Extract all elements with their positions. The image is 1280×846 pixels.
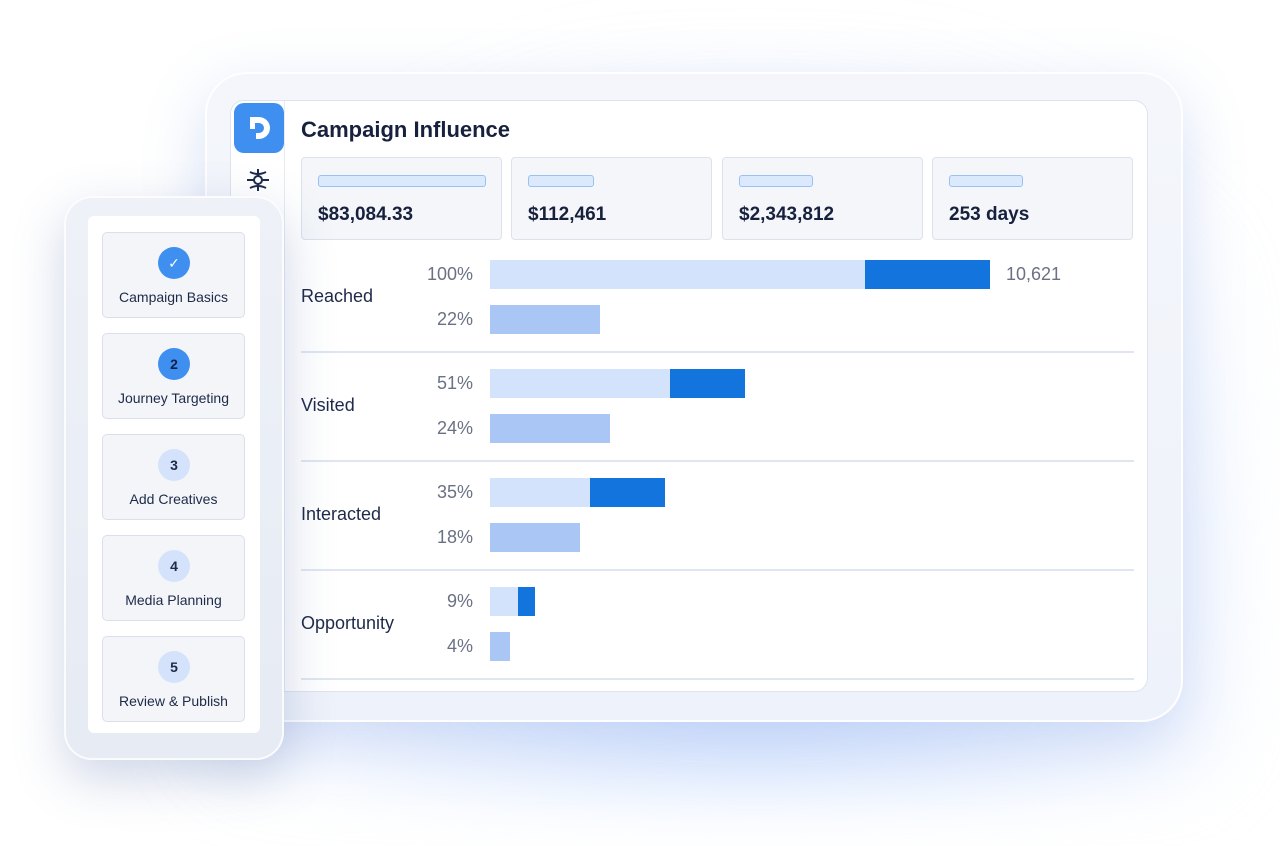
step-number: 4 <box>158 550 190 582</box>
reach-count: 10,621 <box>1006 264 1062 284</box>
step-label: Campaign Basics <box>119 289 228 305</box>
primary-bar-highlight <box>865 260 990 289</box>
primary-percent: 35% <box>436 482 473 502</box>
kpi-card: $83,084.33 <box>301 157 502 240</box>
step-card[interactable]: 5 Review & Publish <box>102 636 245 722</box>
secondary-percent: 4% <box>446 636 473 656</box>
funnel-row-label: Reached <box>301 286 374 306</box>
kpi-card: $112,461 <box>511 157 712 240</box>
step-label: Media Planning <box>125 592 222 608</box>
primary-bar[interactable] <box>490 260 990 289</box>
funnel-row-label: Visited <box>301 395 355 415</box>
step-label: Add Creatives <box>129 491 218 507</box>
funnel-row: Reached 100% 22% 10,621 <box>301 244 1134 353</box>
step-label: Review & Publish <box>119 693 228 709</box>
funnel-row: Interacted 35% 18% <box>301 462 1134 571</box>
primary-bar-base <box>490 369 670 398</box>
step-number: 5 <box>158 651 190 683</box>
dashboard-screen: Campaign Influence $83,084.33 $112,461 $… <box>230 100 1148 692</box>
kpi-card: $2,343,812 <box>722 157 923 240</box>
secondary-percent: 22% <box>436 309 473 329</box>
secondary-bar[interactable] <box>490 414 610 443</box>
primary-percent: 9% <box>446 591 473 611</box>
step-list: ✓ Campaign Basics 2 Journey Targeting 3 Add C… <box>88 216 260 733</box>
secondary-percent: 24% <box>436 418 473 438</box>
kpi-label-placeholder <box>528 175 594 187</box>
step-number: 3 <box>158 449 190 481</box>
primary-bar-base <box>490 478 590 507</box>
secondary-bar[interactable] <box>490 523 580 552</box>
primary-bar-highlight <box>590 478 665 507</box>
kpi-value: $2,343,812 <box>739 204 835 225</box>
primary-bar-highlight <box>517 587 535 616</box>
kpi-label-placeholder <box>739 175 813 187</box>
primary-bar-base <box>490 260 865 289</box>
funnel-row-label: Opportunity <box>301 613 395 633</box>
network-icon[interactable] <box>245 167 271 193</box>
kpi-label-placeholder <box>318 175 486 187</box>
secondary-percent: 18% <box>436 527 473 547</box>
step-card[interactable]: ✓ Campaign Basics <box>102 232 245 318</box>
funnel-row: Opportunity 9% 4% <box>301 571 1134 680</box>
kpi-value: $112,461 <box>528 204 607 225</box>
kpi-label-placeholder <box>949 175 1023 187</box>
secondary-bar[interactable] <box>490 305 600 334</box>
primary-percent: 51% <box>436 373 473 393</box>
step-label: Journey Targeting <box>117 390 230 406</box>
step-number: 2 <box>158 348 190 380</box>
kpi-card: 253 days <box>932 157 1133 240</box>
funnel-row-label: Interacted <box>301 504 382 524</box>
funnel-row: Visited 51% 24% <box>301 353 1134 462</box>
primary-bar[interactable] <box>490 369 745 398</box>
primary-bar[interactable] <box>490 587 535 616</box>
kpi-value: 253 days <box>949 204 1030 225</box>
primary-bar[interactable] <box>490 478 665 507</box>
primary-percent: 100% <box>426 264 473 284</box>
step-card[interactable]: 3 Add Creatives <box>102 434 245 520</box>
d-logo-icon[interactable] <box>234 103 284 153</box>
primary-bar-base <box>490 587 518 616</box>
check-icon: ✓ <box>158 247 190 279</box>
primary-bar-highlight <box>670 369 745 398</box>
page-title: Campaign Influence <box>301 117 511 142</box>
phone-frame: ✓ Campaign Basics 2 Journey Targeting 3 Add C… <box>64 196 284 760</box>
secondary-bar[interactable] <box>490 632 510 661</box>
step-card[interactable]: 4 Media Planning <box>102 535 245 621</box>
kpi-value: $83,084.33 <box>318 204 414 225</box>
step-card[interactable]: 2 Journey Targeting <box>102 333 245 419</box>
